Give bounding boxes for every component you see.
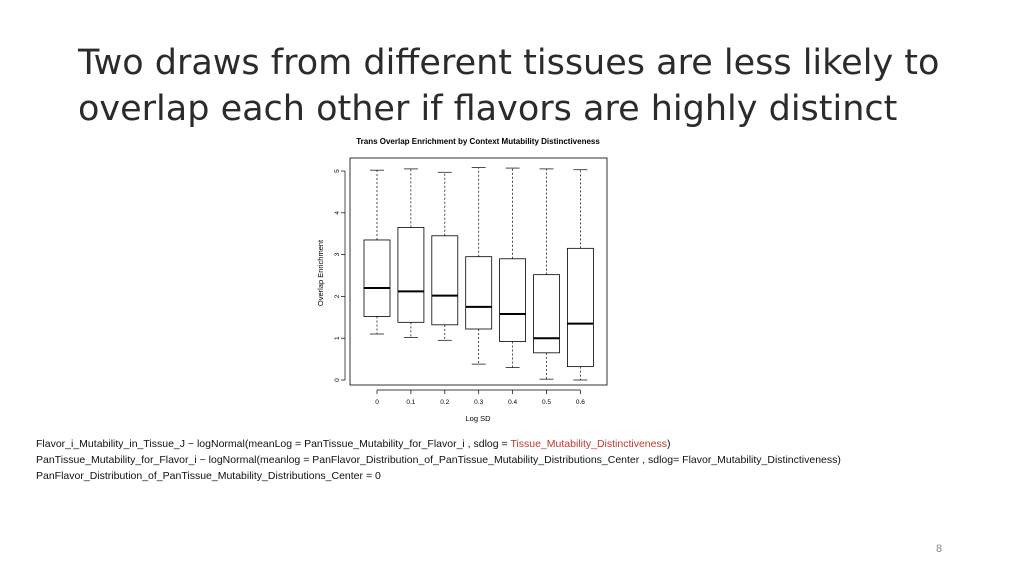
box-iqr: [533, 274, 560, 354]
y-tick-label: 0: [334, 378, 341, 382]
formula-line-2: PanTissue_Mutability_for_Flavor_i ~ logN…: [36, 454, 841, 466]
boxplot-chart: Trans Overlap Enrichment by Context Muta…: [316, 137, 608, 423]
x-tick-label: 0.2: [440, 399, 449, 406]
box-0.2: [431, 171, 459, 341]
x-tick-label: 0.4: [508, 399, 517, 406]
boxes-group: [363, 167, 594, 381]
formula-line-1-prefix: Flavor_i_Mutability_in_Tissue_J ~ logNor…: [36, 438, 511, 450]
y-tick-label: 1: [334, 336, 341, 340]
x-tick-label: 0.3: [474, 399, 483, 406]
box-0: [363, 169, 391, 335]
y-axis-label: Overlap Enrichment: [316, 239, 325, 306]
formula-line-1-suffix: ): [666, 438, 671, 450]
box-iqr: [499, 258, 527, 342]
page-number: 8: [936, 543, 943, 555]
x-tick-label: 0: [375, 399, 379, 406]
x-axis-label: Log SD: [465, 414, 491, 423]
box-iqr: [465, 256, 493, 330]
formula-block: Flavor_i_Mutability_in_Tissue_J ~ logNor…: [36, 436, 1006, 484]
box-0.5: [533, 168, 560, 380]
slide-title-line-2: overlap each other if flavors are highly…: [78, 89, 898, 129]
x-axis: 0 0.1 0.2 0.3 0.4 0.5 0.6: [375, 389, 585, 406]
y-tick-label: 4: [334, 211, 341, 215]
box-0.3: [465, 167, 493, 365]
x-tick-label: 0.6: [576, 399, 585, 406]
chart-title: Trans Overlap Enrichment by Context Muta…: [356, 137, 600, 146]
box-iqr: [566, 247, 594, 368]
box-iqr: [431, 235, 459, 326]
slide-title-line-1: Two draws from different tissues are les…: [78, 43, 940, 83]
x-tick-label: 0.5: [542, 399, 551, 406]
box-iqr: [397, 227, 425, 323]
formula-line-3: PanFlavor_Distribution_of_PanTissue_Muta…: [36, 470, 381, 482]
y-tick-label: 3: [334, 252, 341, 256]
y-tick-label: 5: [334, 169, 341, 173]
box-0.1: [397, 168, 425, 338]
box-iqr: [363, 239, 391, 317]
y-axis: 0 1 2 3 4 5: [334, 169, 346, 382]
slide-title: Two draws from different tissues are les…: [78, 40, 978, 132]
y-tick-label: 2: [334, 294, 341, 298]
x-tick-label: 0.1: [406, 399, 415, 406]
formula-line-1-highlight: Tissue_Mutability_Distinctiveness: [510, 438, 667, 450]
plot-frame: [349, 157, 608, 386]
box-0.6: [566, 169, 594, 381]
formula-line-1: Flavor_i_Mutability_in_Tissue_J ~ logNor…: [36, 436, 1006, 452]
box-0.4: [499, 167, 527, 368]
